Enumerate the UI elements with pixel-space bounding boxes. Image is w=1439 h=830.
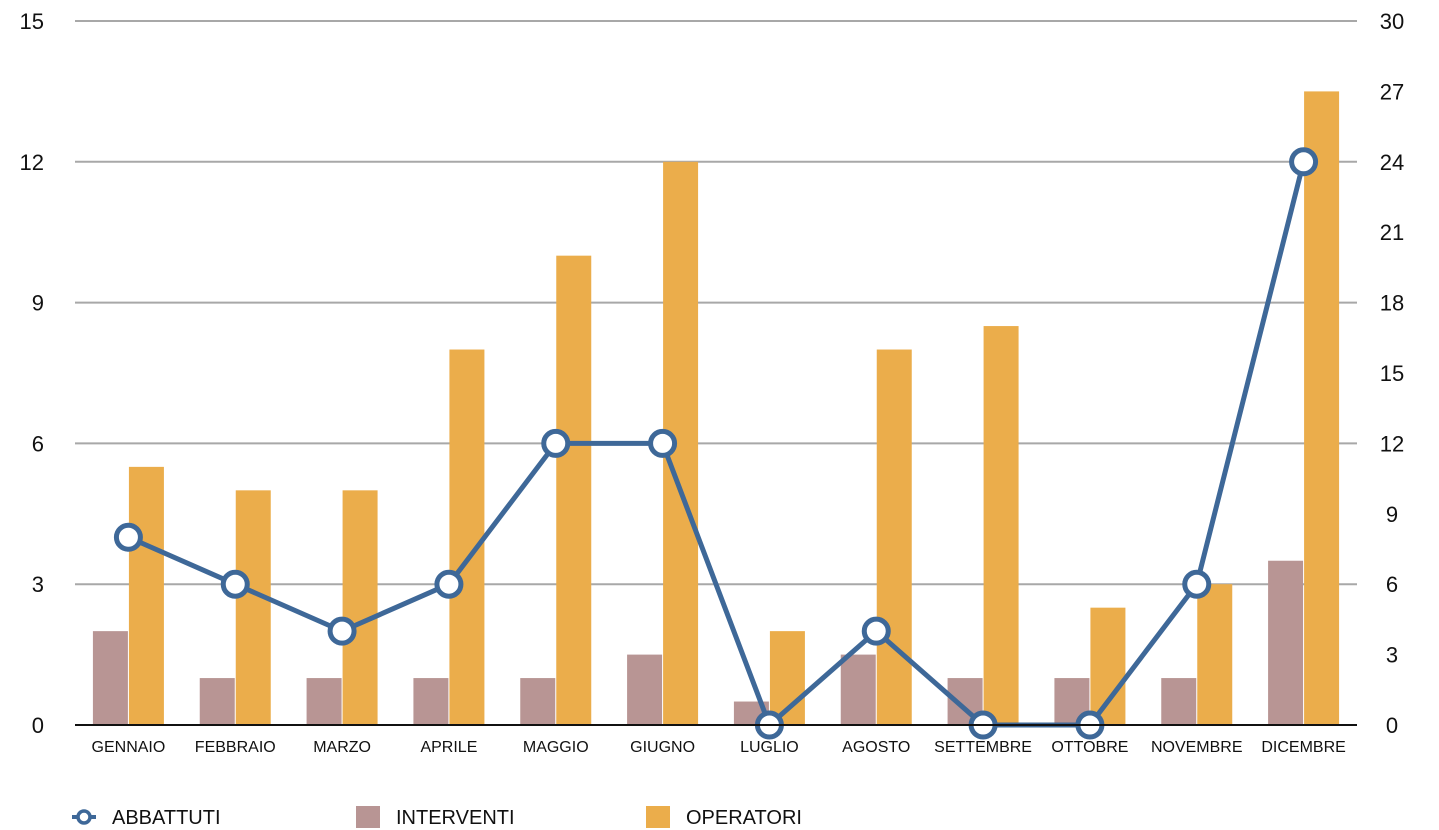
y-right-tick-label: 24 (1380, 150, 1404, 175)
legend-swatch-operatori (646, 806, 670, 828)
bar-operatori-dicembre (1304, 91, 1340, 725)
bar-operatori-marzo (342, 490, 378, 725)
legend-item-interventi: INTERVENTI (356, 806, 515, 829)
point-abbattuti-giugno (648, 428, 678, 458)
bar-operatori-settembre (983, 326, 1019, 725)
bar-operatori-ottobre (1090, 607, 1126, 725)
y-right-tick-label: 27 (1380, 79, 1404, 104)
point-abbattuti-gennaio (113, 522, 143, 552)
left-y-axis-ticks: 0 3 6 9 12 15 (20, 9, 44, 738)
x-category-label: NOVEMBRE (1151, 739, 1243, 756)
bar-interventi-dicembre (1268, 560, 1304, 725)
x-category-label: SETTEMBRE (934, 739, 1032, 756)
grid-lines (75, 20, 1357, 586)
y-right-tick-label: 30 (1380, 9, 1404, 34)
point-abbattuti-agosto (861, 616, 891, 646)
point-abbattuti-marzo (327, 616, 357, 646)
y-left-tick-label: 9 (32, 291, 44, 316)
bar-operatori-febbraio (235, 490, 271, 725)
x-category-label: GENNAIO (92, 739, 166, 756)
legend-item-abbattuti: ABBATTUTI (72, 807, 221, 829)
x-category-label: FEBBRAIO (195, 739, 276, 756)
x-category-label: LUGLIO (740, 739, 799, 756)
point-abbattuti-aprile (434, 569, 464, 599)
legend-label-abbattuti: ABBATTUTI (112, 807, 221, 829)
legend: ABBATTUTI INTERVENTI OPERATORI (72, 806, 802, 829)
bar-operatori-gennaio (128, 466, 164, 725)
bar-interventi-aprile (413, 678, 449, 725)
x-category-label: MAGGIO (523, 739, 589, 756)
y-right-tick-label: 9 (1386, 502, 1398, 527)
x-category-label: DICEMBRE (1261, 739, 1345, 756)
x-category-label: GIUGNO (630, 739, 695, 756)
y-right-tick-label: 3 (1386, 643, 1398, 668)
bars (92, 91, 1340, 726)
y-left-tick-label: 15 (20, 9, 44, 34)
legend-label-interventi: INTERVENTI (396, 807, 515, 829)
y-right-tick-label: 18 (1380, 291, 1404, 316)
y-left-tick-label: 0 (32, 713, 44, 738)
legend-item-operatori: OPERATORI (646, 806, 802, 829)
point-abbattuti-dicembre (1289, 147, 1319, 177)
y-right-tick-label: 0 (1386, 713, 1398, 738)
x-category-label: OTTOBRE (1051, 739, 1128, 756)
bar-interventi-agosto (840, 654, 876, 725)
x-category-label: MARZO (313, 739, 371, 756)
point-abbattuti-maggio (541, 428, 571, 458)
x-category-label: APRILE (420, 739, 477, 756)
y-right-tick-label: 21 (1380, 220, 1404, 245)
y-left-tick-label: 12 (20, 150, 44, 175)
bar-interventi-marzo (306, 678, 342, 725)
bar-interventi-novembre (1161, 678, 1197, 725)
y-right-tick-label: 15 (1380, 361, 1404, 386)
legend-swatch-interventi (356, 806, 380, 828)
legend-marker-abbattuti (76, 809, 92, 825)
bar-operatori-maggio (556, 255, 592, 725)
x-axis-categories: GENNAIO FEBBRAIO MARZO APRILE MAGGIO GIUGNO LU… (92, 739, 1346, 756)
bar-operatori-agosto (876, 349, 912, 725)
legend-label-operatori: OPERATORI (686, 807, 802, 829)
y-right-tick-label: 12 (1380, 431, 1404, 456)
point-abbattuti-febbraio (220, 569, 250, 599)
bar-interventi-gennaio (92, 631, 128, 725)
bar-interventi-febbraio (199, 678, 235, 725)
y-left-tick-label: 6 (32, 431, 44, 456)
right-y-axis-ticks: 0 3 6 9 12 15 18 21 24 27 30 (1380, 9, 1404, 738)
point-abbattuti-novembre (1182, 569, 1212, 599)
x-category-label: AGOSTO (842, 739, 910, 756)
line-abbattuti (127, 161, 1307, 728)
bar-interventi-maggio (520, 678, 556, 725)
bar-operatori-novembre (1197, 584, 1233, 725)
y-left-tick-label: 3 (32, 572, 44, 597)
bar-operatori-aprile (449, 349, 485, 725)
y-right-tick-label: 6 (1386, 572, 1398, 597)
bar-interventi-giugno (627, 654, 663, 725)
